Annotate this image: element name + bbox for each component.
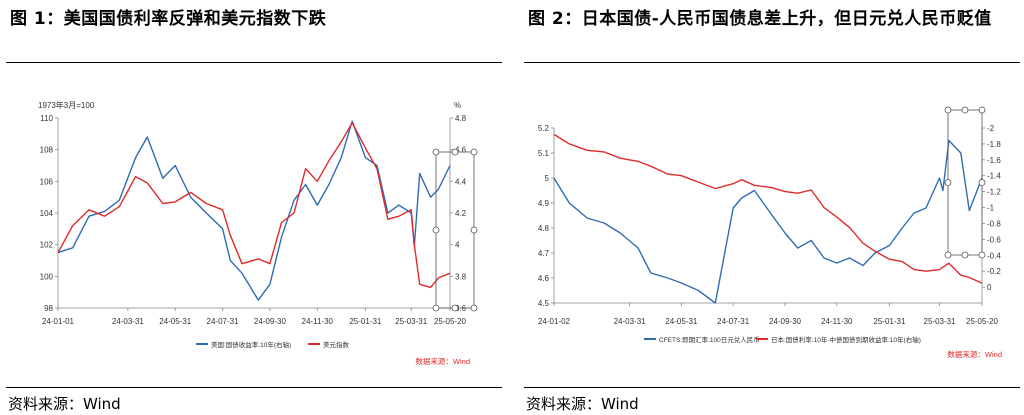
figure-1-source: 资料来源：Wind	[8, 395, 121, 413]
left-tick-label: 5.2	[538, 124, 550, 133]
right-tick-label: 4.2	[455, 209, 467, 218]
highlight-handle	[432, 304, 440, 312]
right-tick-label: -2	[987, 124, 995, 133]
left-tick-label: 106	[40, 177, 54, 186]
x-tick-label: 24-07-31	[207, 317, 240, 326]
highlight-handle	[944, 179, 952, 186]
series-line-1	[57, 122, 451, 289]
figure-1-top-rule	[6, 62, 502, 63]
legend-label-1: 日本:国债利率:10年-中债国债到期收益率:10年(右轴)	[771, 335, 921, 344]
highlight-handle	[978, 251, 986, 259]
right-tick-label: -0.6	[987, 235, 1001, 244]
figure-1: 图 1：美国国债利率反弹和美元指数下跌 98 100 102 104 106 108 110…	[6, 0, 506, 415]
left-tick-label: 100	[40, 272, 54, 281]
right-tick-label: -1.4	[987, 172, 1001, 181]
highlight-handle	[451, 148, 459, 156]
highlight-handle	[470, 226, 478, 234]
left-tick-label: 4.7	[538, 249, 550, 258]
right-tick-label: -1.2	[987, 188, 1001, 197]
x-tick-label: 25-01-31	[873, 317, 906, 326]
highlight-handle	[944, 106, 952, 114]
right-tick-label: 4.8	[455, 114, 467, 123]
left-tick-label: 5.1	[538, 149, 550, 158]
figure-2: 图 2：日本国债-人民币国债息差上升，但日元兑人民币贬值 4.5 4.6 4.7 4.…	[524, 0, 1024, 415]
right-tick-label: 4.4	[455, 177, 467, 186]
x-tick-label: 24-09-30	[254, 317, 287, 326]
x-tick-label: 25-03-31	[924, 317, 957, 326]
x-tick-label: 24-05-31	[159, 317, 192, 326]
left-tick-label: 4.9	[538, 199, 550, 208]
left-tick-label: 110	[40, 114, 53, 123]
right-tick-label: -0.8	[987, 219, 1001, 228]
right-tick-label: 3.6	[455, 304, 467, 313]
legend-label-0: CFETS:即期汇率:100日元兑人民币	[659, 335, 760, 344]
highlight-handle	[432, 148, 440, 156]
figure-2-title: 图 2：日本国债-人民币国债息差上升，但日元兑人民币贬值	[528, 9, 992, 29]
x-tick-label: 25-01-31	[349, 317, 382, 326]
legend-label-1: 美元指数	[323, 340, 350, 349]
left-axis-note: 1973年3月=100	[38, 100, 95, 110]
right-tick-label: -1.8	[987, 140, 1001, 149]
right-tick-label: -1.6	[987, 156, 1001, 165]
highlight-handle	[432, 226, 440, 234]
x-tick-label: 24-01-02	[538, 317, 571, 326]
figure-2-top-rule	[524, 62, 1020, 63]
x-tick-label: 24-05-31	[665, 317, 698, 326]
left-tick-label: 4.5	[538, 299, 550, 308]
chart-inner-source: 数据来源：Wind	[415, 356, 470, 366]
x-tick-label: 25-05-20	[434, 317, 467, 326]
right-tick-label: -0.2	[987, 267, 1001, 276]
figure-2-chart: 4.5 4.6 4.7 4.8 4.9 5 5.1 5.2 -2 -1.8 -1.6 -1.4 -1.2…	[538, 106, 1002, 359]
figure-1-chart: 98 100 102 104 106 108 110 3.6 3.8 4 4.2 4.4 4.6 4.8 2…	[38, 100, 478, 366]
x-tick-label: 24-01-01	[42, 317, 75, 326]
left-tick-label: 108	[40, 146, 54, 155]
right-tick-label: 4	[455, 241, 460, 250]
highlight-handle	[470, 304, 478, 312]
highlight-handle	[961, 251, 969, 259]
x-tick-label: 24-09-30	[769, 317, 802, 326]
x-tick-label: 24-11-30	[821, 317, 853, 326]
series-line-0	[553, 139, 983, 304]
left-tick-label: 98	[44, 304, 53, 313]
left-tick-label: 5	[545, 174, 550, 183]
left-tick-label: 4.8	[538, 224, 550, 233]
x-tick-label: 24-07-31	[717, 317, 750, 326]
left-tick-label: 104	[40, 209, 54, 218]
chart-inner-source: 数据来源：Wind	[947, 349, 1002, 359]
right-tick-label: -0.4	[987, 251, 1001, 260]
highlight-handle	[944, 251, 952, 259]
figure-2-bottom-rule	[524, 387, 1020, 388]
highlight-handle	[470, 148, 478, 156]
figure-1-title: 图 1：美国国债利率反弹和美元指数下跌	[10, 9, 327, 29]
figure-1-bottom-rule	[6, 387, 502, 388]
right-tick-label: 0	[987, 283, 992, 292]
highlight-handle	[451, 304, 459, 312]
highlight-box	[435, 151, 475, 309]
right-tick-label: 3.8	[455, 272, 467, 281]
x-tick-label: 24-11-30	[302, 317, 334, 326]
right-tick-label: 4.6	[455, 146, 467, 155]
highlight-handle	[978, 106, 986, 114]
highlight-handle	[978, 179, 986, 186]
right-tick-label: -1	[987, 204, 995, 213]
right-axis-note: %	[454, 101, 461, 110]
figure-2-source: 资料来源：Wind	[526, 395, 639, 413]
series-line-0	[57, 120, 451, 301]
x-tick-label: 25-03-31	[395, 317, 428, 326]
highlight-handle	[961, 106, 969, 114]
left-tick-label: 102	[40, 241, 54, 250]
series-line-1	[553, 133, 983, 284]
left-tick-label: 4.6	[538, 274, 550, 283]
x-tick-label: 24-03-31	[112, 317, 145, 326]
x-tick-label: 25-05-20	[966, 317, 999, 326]
legend-label-0: 美国:国债收益率:10年(右轴)	[211, 340, 291, 349]
x-tick-label: 24-03-31	[614, 317, 647, 326]
